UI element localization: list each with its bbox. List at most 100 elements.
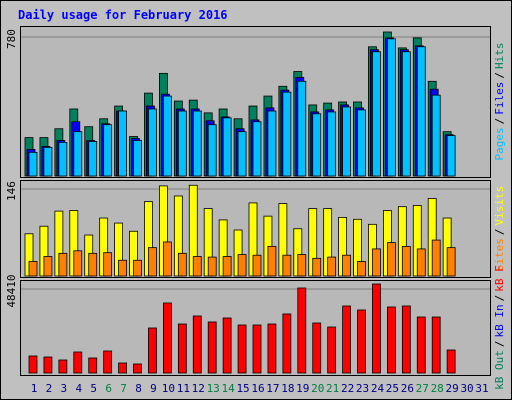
x-tick-label: 5 xyxy=(90,382,97,395)
x-tick-label: 29 xyxy=(446,382,459,395)
bar xyxy=(416,248,426,277)
bar xyxy=(103,124,113,177)
bar xyxy=(192,315,202,374)
bar xyxy=(431,94,441,177)
x-tick-label: 3 xyxy=(61,382,68,395)
x-tick-label: 20 xyxy=(311,382,324,395)
bar xyxy=(312,322,322,374)
bar xyxy=(267,110,277,177)
bar xyxy=(431,239,441,277)
x-tick-label: 2 xyxy=(46,382,53,395)
legend-entry: Pages xyxy=(493,127,506,160)
bar xyxy=(372,248,381,277)
x-tick-label: 6 xyxy=(105,382,112,395)
legend-entry: kB In xyxy=(493,304,506,337)
legend-entry: Hits xyxy=(493,43,506,70)
x-tick-label: 31 xyxy=(475,382,488,395)
bar xyxy=(118,362,127,374)
chart-title: Daily usage for February 2016 xyxy=(18,8,228,22)
bar xyxy=(386,38,396,177)
bar xyxy=(446,349,456,374)
bar xyxy=(162,302,172,374)
x-tick-label: 26 xyxy=(401,382,414,395)
bar xyxy=(297,254,307,277)
bar xyxy=(192,256,202,277)
legend-entry: Visits xyxy=(493,186,506,226)
bar xyxy=(312,257,322,277)
bar xyxy=(28,151,38,177)
bar xyxy=(237,254,247,277)
bar xyxy=(88,357,98,374)
bar xyxy=(73,250,83,277)
bar xyxy=(312,113,322,177)
bar xyxy=(416,46,426,177)
bar xyxy=(133,140,142,177)
x-tick-label: 24 xyxy=(371,382,385,395)
bar xyxy=(222,117,232,177)
bar xyxy=(177,110,187,177)
bar xyxy=(267,245,277,277)
x-tick-label: 13 xyxy=(207,382,220,395)
bar xyxy=(43,356,53,374)
bar xyxy=(446,135,456,177)
bar xyxy=(282,91,292,177)
legend-separator: / xyxy=(493,229,506,236)
bar xyxy=(133,259,142,277)
bar xyxy=(386,242,396,277)
bar xyxy=(28,355,38,374)
x-tick-label: 11 xyxy=(177,382,190,395)
x-tick-label: 28 xyxy=(431,382,444,395)
x-tick-label: 16 xyxy=(251,382,264,395)
x-tick-label: 21 xyxy=(326,382,339,395)
bar xyxy=(88,252,98,277)
bar xyxy=(58,252,68,277)
bar xyxy=(327,256,337,277)
bar xyxy=(372,283,381,374)
y-tick-label: 780 xyxy=(5,29,18,49)
x-tick-label: 22 xyxy=(341,382,354,395)
bar xyxy=(327,326,337,374)
bar xyxy=(73,131,83,177)
bar xyxy=(58,141,68,177)
bar xyxy=(252,324,262,374)
legend: Pages / Files / Hits xyxy=(493,43,506,161)
bar xyxy=(133,363,142,374)
legend-separator: / xyxy=(493,340,506,347)
x-tick-label: 30 xyxy=(460,382,473,395)
bar xyxy=(327,111,337,177)
legend-separator: / xyxy=(493,295,506,302)
bar xyxy=(43,146,53,177)
bar xyxy=(357,109,366,177)
bar xyxy=(207,124,217,177)
legend: kB Out / kB In / kB F xyxy=(493,265,506,390)
bar xyxy=(401,245,411,277)
x-tick-label: 12 xyxy=(192,382,205,395)
legend-entry: Sites xyxy=(493,238,506,271)
bar xyxy=(148,247,157,277)
x-tick-label: 15 xyxy=(236,382,249,395)
x-tick-label: 19 xyxy=(296,382,309,395)
bar xyxy=(207,256,217,277)
x-tick-label: 23 xyxy=(356,382,369,395)
bar xyxy=(88,141,98,177)
x-tick-label: 25 xyxy=(386,382,399,395)
bar xyxy=(192,110,202,177)
bar xyxy=(222,317,232,374)
x-tick-label: 17 xyxy=(266,382,279,395)
bar xyxy=(58,359,68,374)
bar xyxy=(177,323,187,374)
bar xyxy=(118,110,127,177)
bar xyxy=(73,351,83,374)
bar xyxy=(237,131,247,177)
bar xyxy=(207,321,217,374)
bar xyxy=(342,305,352,374)
x-tick-label: 27 xyxy=(416,382,429,395)
bar xyxy=(297,287,307,374)
x-tick-label: 14 xyxy=(222,382,236,395)
bar xyxy=(386,306,396,374)
legend-entry: kB F xyxy=(493,265,506,292)
y-tick-label: 146 xyxy=(5,181,18,201)
x-tick-label: 10 xyxy=(162,382,175,395)
bar xyxy=(297,80,307,177)
